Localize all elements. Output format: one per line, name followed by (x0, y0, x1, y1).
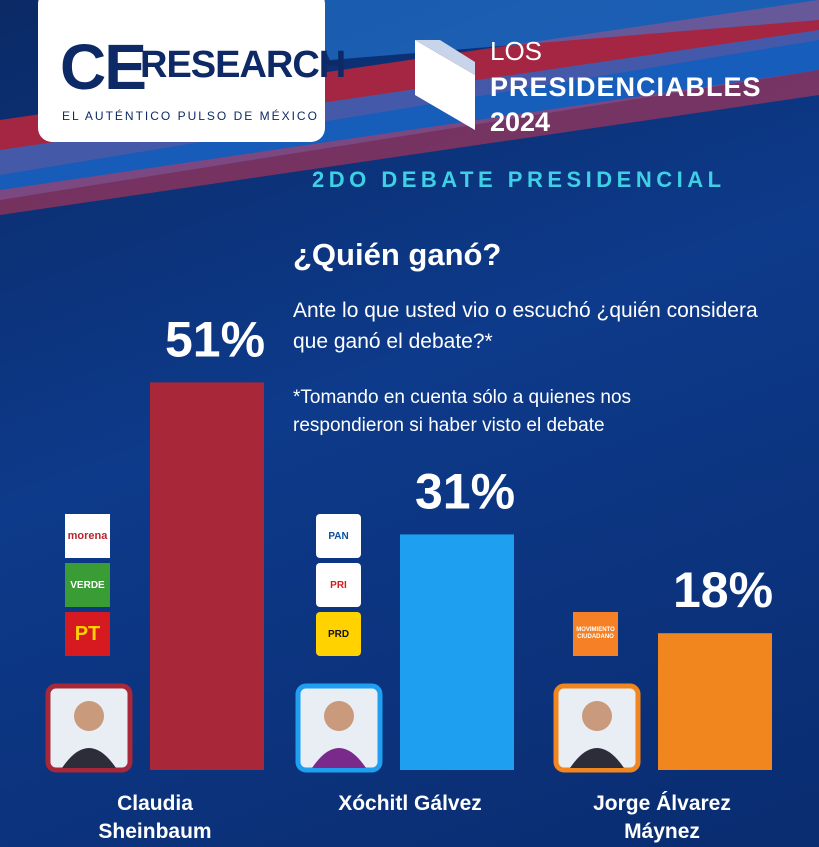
value-label: 31% (415, 463, 515, 519)
series-title: PRESIDENCIABLES (490, 72, 762, 102)
photo-body (570, 748, 624, 768)
candidate-name: Xóchitl Gálvez (338, 792, 482, 815)
streak (0, 30, 819, 200)
bar (658, 633, 772, 770)
photo-body (62, 748, 116, 768)
party-logo: PT (65, 612, 110, 656)
series-title: 2024 (490, 107, 551, 137)
subtitle: Ante lo que usted vio o escuchó ¿quién c… (293, 299, 758, 353)
photo-body (312, 748, 366, 768)
party-logo: morena (65, 514, 110, 558)
photo-head (324, 701, 354, 731)
logo-icon (415, 40, 475, 130)
streak (0, 70, 819, 215)
party-logo: MOVIMIENTO CIUDADANO (573, 612, 618, 656)
bar (150, 382, 264, 770)
photo-head (582, 701, 612, 731)
event: 2DO DEBATE PRESIDENCIAL (312, 167, 726, 192)
party-logo: PRD (316, 612, 361, 656)
party-logo: PRI (316, 563, 361, 607)
logo-box (38, 0, 325, 142)
logo-icon (415, 40, 475, 75)
candidate-name: Claudia Sheinbaum (98, 792, 212, 843)
chart-title: ¿Quién ganó? (293, 237, 502, 272)
party-logo: PAN (316, 514, 361, 558)
brand-a: CE (60, 31, 147, 103)
photo-head (74, 701, 104, 731)
note: *Tomando en cuenta sólo a quienes nos re… (293, 387, 632, 436)
value-label: 51% (165, 311, 265, 367)
tagline: EL AUTÉNTICO PULSO DE MÉXICO (62, 109, 319, 123)
candidate-name: Jorge Álvarez Máynez (593, 792, 731, 843)
brand-b: RESEARCH (140, 44, 346, 86)
value-label: 18% (673, 562, 773, 618)
bar (400, 534, 514, 770)
series-title: LOS (490, 36, 543, 66)
party-logo: VERDE (65, 563, 110, 607)
